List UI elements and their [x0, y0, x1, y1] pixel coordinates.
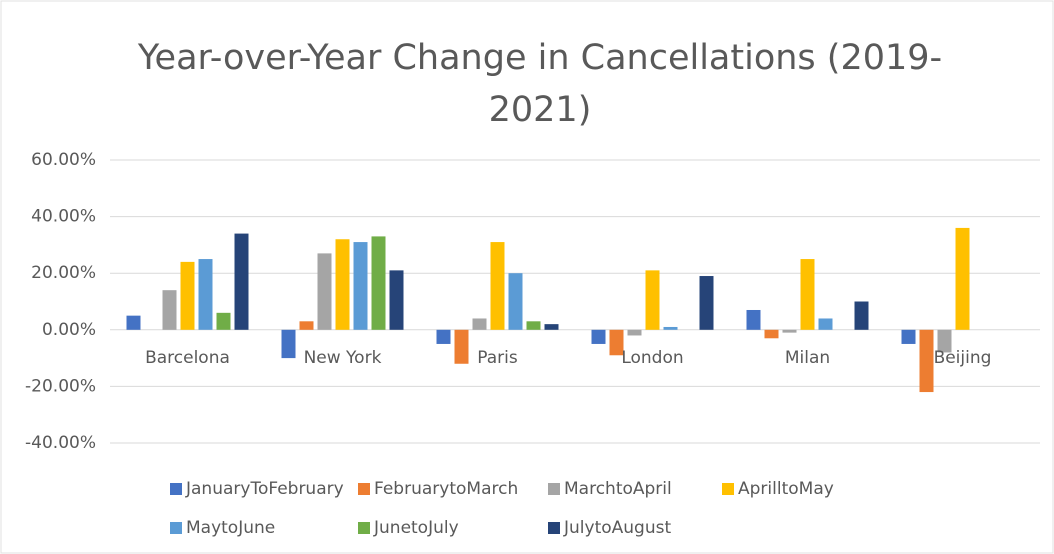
bar [353, 242, 368, 330]
legend-label: JanuaryToFebruary [185, 479, 344, 499]
legend-label: JulytoAugust [563, 518, 671, 538]
legend-swatch [358, 483, 370, 495]
bar [389, 270, 404, 330]
legend-label: AprilltoMay [738, 479, 834, 499]
legend-label: FebruarytoMarch [374, 479, 518, 499]
bar [335, 239, 350, 330]
bar [782, 329, 797, 333]
bar [371, 236, 386, 330]
legend-label: MaytoJune [186, 518, 275, 538]
bar [955, 227, 970, 330]
bar [800, 259, 815, 330]
bar [234, 233, 249, 330]
bar [645, 270, 660, 330]
x-tick-label: New York [304, 348, 382, 368]
bar [901, 329, 916, 344]
bar [472, 318, 487, 330]
bar [162, 290, 177, 330]
x-tick-label: London [621, 348, 683, 368]
legend-swatch [548, 522, 560, 534]
y-tick-label: 0.00% [42, 320, 96, 340]
bar [198, 259, 213, 330]
bar [937, 329, 952, 353]
bar [317, 253, 332, 330]
legend-swatch [358, 522, 370, 534]
y-tick-label: 60.00% [31, 150, 96, 170]
bar [591, 329, 606, 344]
chart-title: Year-over-Year Change in Cancellations (… [137, 38, 943, 130]
bar [490, 242, 505, 330]
x-tick-label: Paris [477, 348, 518, 368]
bar [216, 312, 231, 330]
bar [436, 329, 451, 344]
bar [627, 329, 642, 336]
y-tick-label: 20.00% [31, 263, 96, 283]
legend-swatch [548, 483, 560, 495]
bar [746, 309, 761, 330]
bar [919, 329, 934, 393]
bar [526, 321, 541, 330]
x-tick-label: Barcelona [145, 348, 230, 368]
bar [180, 261, 195, 330]
bar [454, 329, 469, 364]
bar [299, 321, 314, 330]
legend-swatch [170, 483, 182, 495]
legend-label: JunetoJuly [373, 518, 459, 538]
y-tick-label: -20.00% [25, 376, 96, 396]
x-tick-label: Beijing [934, 348, 992, 368]
bar [854, 301, 869, 330]
legend-swatch [722, 483, 734, 495]
bar [764, 329, 779, 339]
bar [281, 329, 296, 359]
y-tick-label: -40.00% [25, 433, 96, 453]
bar [663, 326, 678, 330]
y-tick-label: 40.00% [31, 207, 96, 227]
bar [508, 273, 523, 330]
bar [544, 324, 559, 330]
legend-swatch [170, 522, 182, 534]
bar [126, 315, 141, 330]
bar [699, 276, 714, 330]
legend-label: MarchtoApril [564, 479, 672, 499]
bar [609, 329, 624, 356]
x-tick-label: Milan [785, 348, 830, 368]
bar [818, 318, 833, 330]
